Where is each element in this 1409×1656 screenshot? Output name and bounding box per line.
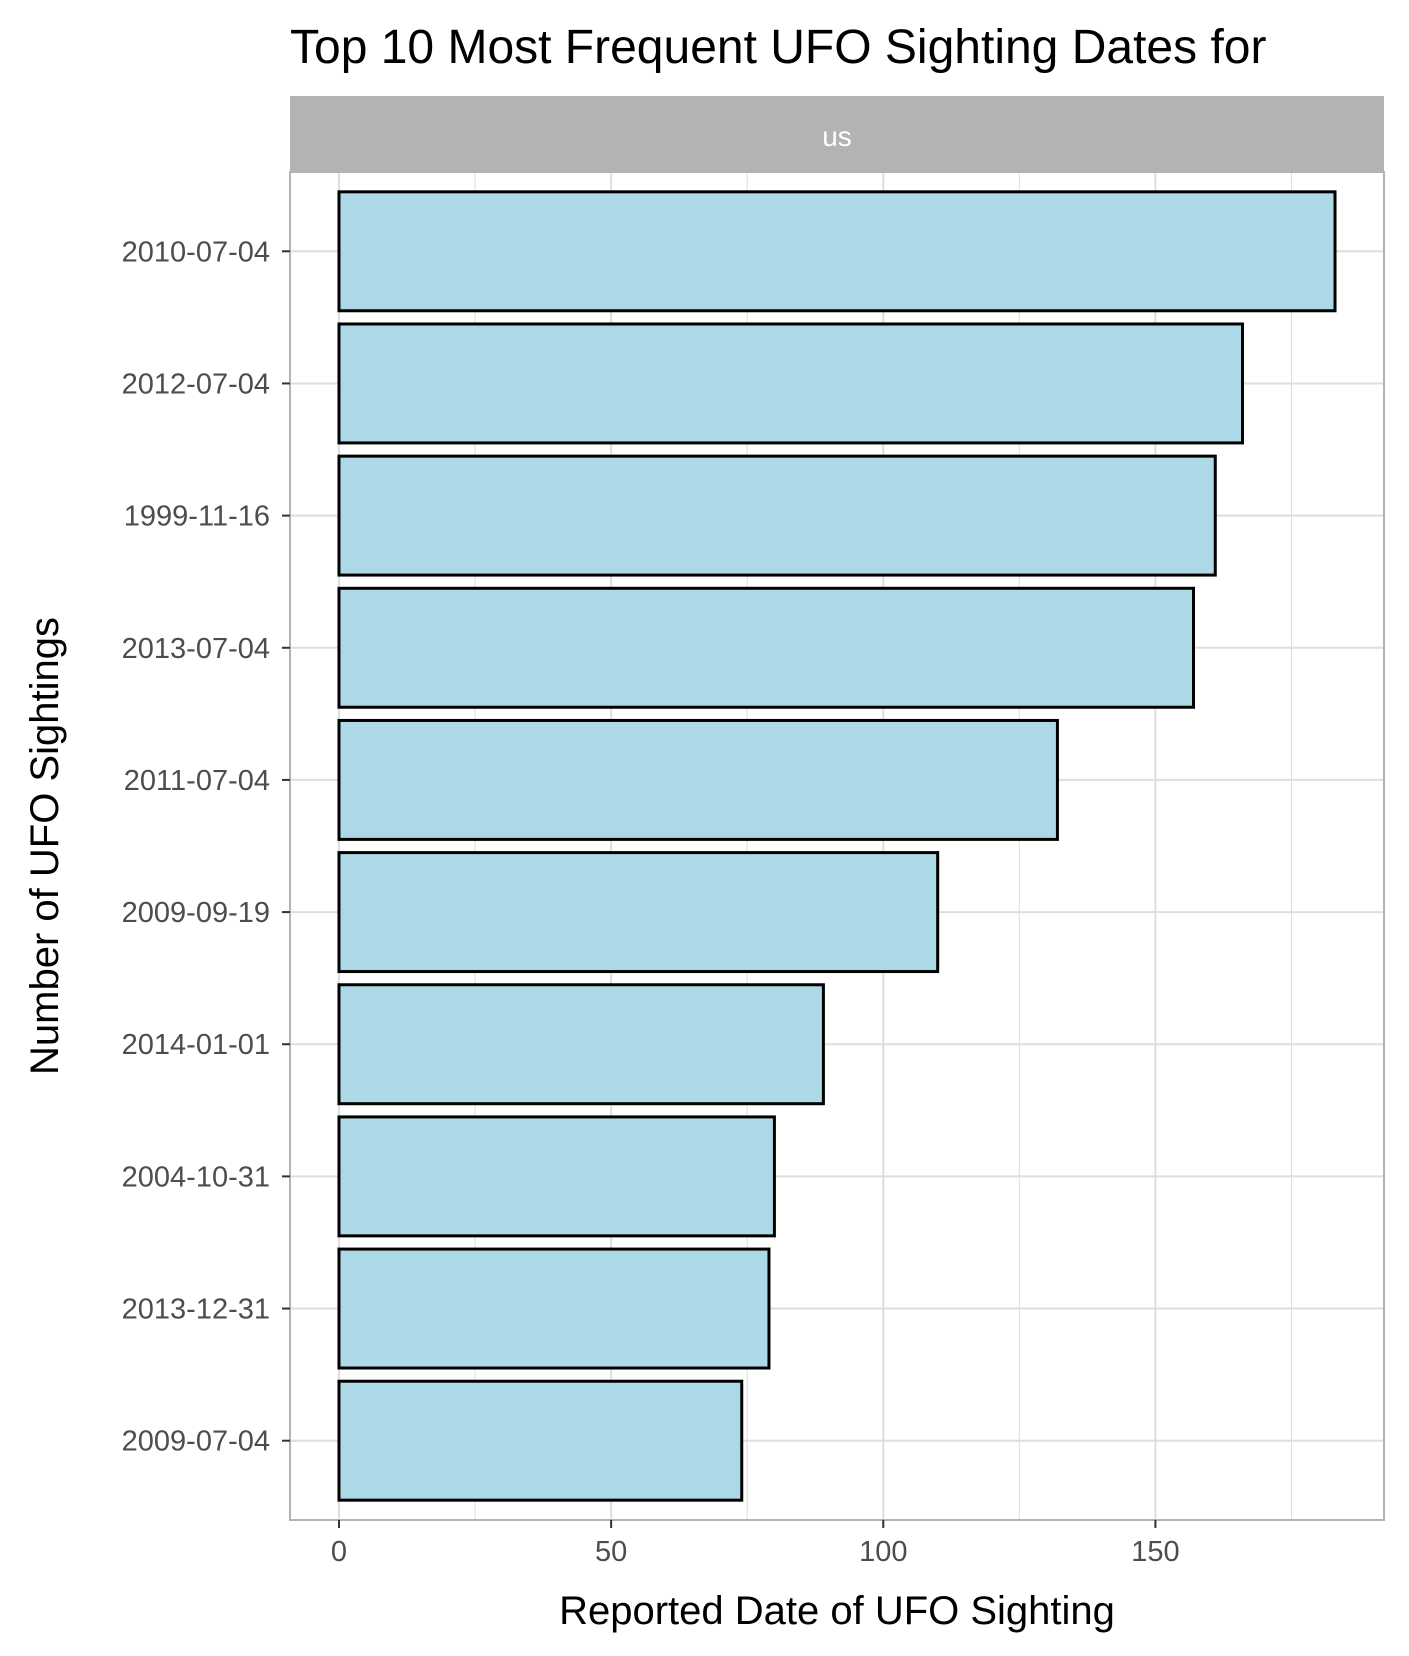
bar [337,1247,771,1370]
bar [337,1115,776,1238]
y-tick-label: 2013-07-04 [122,633,270,665]
bars [337,190,1337,1502]
bar [337,983,825,1106]
x-axis-title: Reported Date of UFO Sighting [559,1589,1115,1633]
x-tick-label: 100 [859,1536,907,1568]
y-tick-label: 2009-07-04 [122,1426,270,1458]
y-tick-label: 2004-10-31 [122,1161,270,1193]
bar [337,454,1217,577]
chart-title: Top 10 Most Frequent UFO Sighting Dates … [290,21,1266,74]
bar [337,851,940,974]
x-axis-ticks: 0 50 100 150 [331,1520,1180,1568]
bar [337,718,1059,841]
x-tick-label: 50 [595,1536,627,1568]
bar [337,586,1196,709]
bar [337,190,1337,313]
y-axis-title: Number of UFO Sightings [23,617,67,1075]
y-tick-label: 2014-01-01 [122,1029,270,1061]
bar [337,322,1244,445]
y-axis-ticks: 2010-07-04 2012-07-04 1999-11-16 2013-07-04… [122,236,290,1458]
facet-strip-label: us [822,121,852,152]
facet-strip [290,96,1384,172]
bar [337,1379,744,1502]
y-tick-label: 2009-09-19 [122,897,270,929]
y-tick-label: 2011-07-04 [124,765,270,797]
panel-border [289,171,1385,1521]
y-tick-label: 2010-07-04 [122,236,270,268]
y-tick-label: 1999-11-16 [124,501,270,533]
x-tick-label: 150 [1131,1536,1179,1568]
x-tick-label: 0 [331,1536,347,1568]
y-tick-label: 2013-12-31 [122,1294,270,1326]
y-tick-label: 2012-07-04 [122,368,270,400]
